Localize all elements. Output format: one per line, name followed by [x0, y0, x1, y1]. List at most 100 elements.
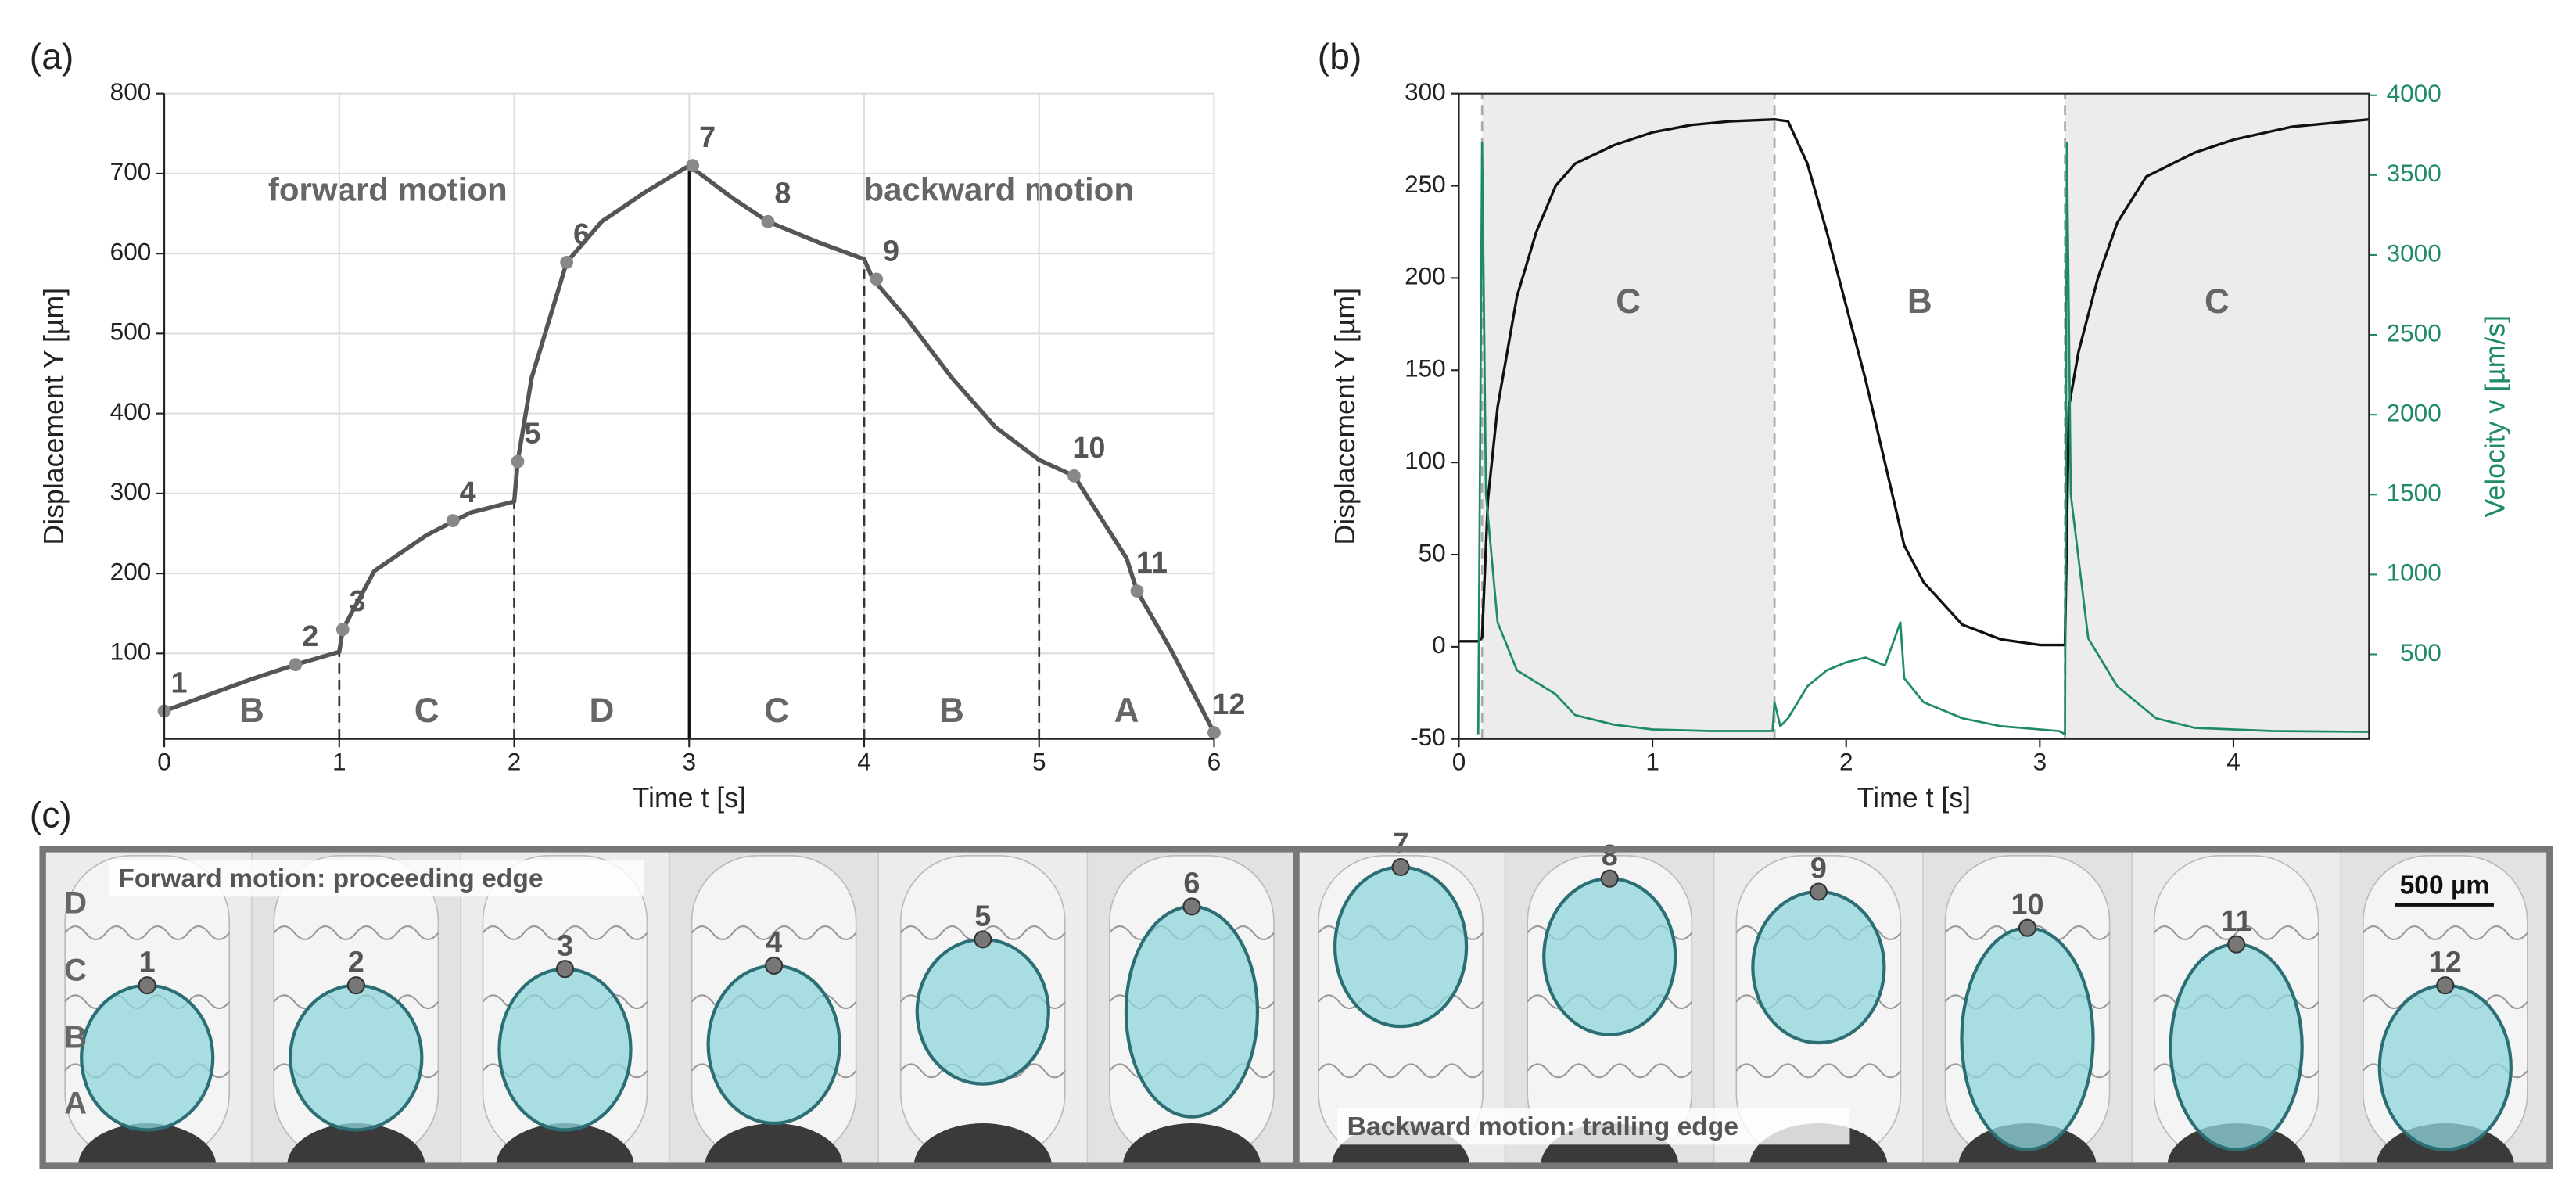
- annotation: forward motion: [268, 171, 508, 208]
- y2-tick-label: 3000: [2387, 239, 2441, 267]
- droplet: [706, 964, 841, 1126]
- annotation: backward motion: [864, 171, 1135, 208]
- frame-label: 3: [557, 929, 573, 962]
- edge-marker: [346, 976, 365, 995]
- x-tick-label: 4: [2226, 748, 2241, 776]
- point-label: 11: [1136, 547, 1168, 580]
- data-line: [1476, 142, 2370, 735]
- droplet: [1124, 904, 1260, 1119]
- wavy-wall: [1735, 1063, 1902, 1079]
- x-tick-label: 6: [1207, 748, 1222, 776]
- y-tick-label: 250: [1405, 170, 1446, 198]
- wavy-wall: [482, 925, 648, 940]
- region-label: B: [1907, 282, 1932, 321]
- scale-bar-label: 500 µm: [2400, 871, 2490, 900]
- y-tick-label: 50: [1419, 538, 1446, 566]
- y-tick-label: 300: [1405, 77, 1446, 106]
- x-tick-label: 4: [857, 748, 871, 776]
- frame-label: 5: [974, 900, 991, 933]
- droplet: [80, 983, 215, 1132]
- data-point: [1207, 726, 1221, 739]
- y-tick-label: 700: [110, 157, 152, 185]
- y-tick-label: 200: [110, 557, 152, 585]
- frame-label: 4: [766, 926, 782, 959]
- row-label: A: [64, 1086, 87, 1120]
- data-point: [1067, 469, 1081, 483]
- y-axis-label: Displacement Y [µm]: [38, 288, 70, 545]
- frame-label: 7: [1393, 828, 1409, 860]
- x-tick-label: 0: [1452, 748, 1466, 776]
- frame-label: 2: [348, 946, 364, 979]
- row-label: D: [64, 885, 87, 920]
- data-point: [560, 255, 574, 269]
- y2-tick-label: 1500: [2387, 479, 2441, 507]
- data-point: [870, 272, 884, 286]
- point-label: 8: [774, 178, 791, 210]
- y2-tick-label: 500: [2400, 638, 2441, 666]
- wavy-wall: [2362, 925, 2528, 940]
- data-point: [511, 454, 525, 469]
- caption: Forward motion: proceeding edge: [118, 864, 543, 893]
- frame-label: 8: [1602, 839, 1618, 872]
- wavy-wall: [273, 925, 439, 940]
- y-tick-label: 0: [1432, 630, 1446, 659]
- caption-bg: [1337, 1108, 1850, 1145]
- row-label: B: [64, 1021, 87, 1055]
- x-tick-label: 2: [1839, 748, 1853, 776]
- point-label: 6: [573, 218, 590, 251]
- y-tick-label: 200: [1405, 262, 1446, 290]
- caption: Backward motion: trailing edge: [1347, 1112, 1738, 1141]
- wavy-wall: [64, 925, 231, 940]
- droplet: [1751, 889, 1886, 1045]
- electrode: [496, 1123, 634, 1166]
- electrode: [913, 1123, 1053, 1166]
- edge-marker: [1600, 869, 1619, 888]
- edge-marker: [1809, 882, 1828, 901]
- x-tick-label: 5: [1032, 748, 1046, 776]
- point-label: 7: [699, 121, 716, 154]
- point-label: 2: [302, 620, 318, 653]
- wavy-wall: [1318, 1063, 1484, 1079]
- region-label: B: [239, 691, 264, 730]
- droplet: [497, 967, 633, 1132]
- droplet: [2169, 943, 2304, 1151]
- data-point: [446, 514, 460, 528]
- point-label: 9: [883, 235, 899, 268]
- y-tick-label: 800: [110, 77, 152, 106]
- edge-marker: [138, 976, 156, 995]
- wavy-wall: [1527, 1063, 1693, 1079]
- y2-tick-label: 1000: [2387, 559, 2441, 587]
- x-tick-label: 1: [1645, 748, 1659, 776]
- region-label: C: [2205, 282, 2230, 321]
- x-tick-label: 0: [157, 748, 171, 776]
- point-label: 5: [524, 417, 540, 450]
- electrode: [77, 1123, 217, 1166]
- data-point: [761, 214, 775, 228]
- y-tick-label: 600: [110, 237, 152, 265]
- point-label: 10: [1072, 432, 1105, 465]
- wavy-wall: [2153, 925, 2319, 940]
- y2-axis-label: Velocity v [µm/s]: [2480, 315, 2511, 517]
- x-axis-label: Time t [s]: [1857, 782, 1971, 814]
- region-label: B: [939, 691, 964, 730]
- y-tick-label: 400: [110, 397, 152, 426]
- y-tick-label: 150: [1405, 354, 1446, 383]
- shaded-region: [1482, 93, 1775, 739]
- edge-marker: [1391, 857, 1410, 877]
- region-label: D: [589, 691, 614, 730]
- frame-label: 1: [139, 946, 156, 979]
- droplet: [2377, 983, 2513, 1151]
- droplet: [1542, 877, 1677, 1036]
- droplet: [1960, 926, 2095, 1151]
- droplet: [1333, 865, 1469, 1029]
- point-label: 3: [350, 585, 366, 618]
- x-tick-label: 1: [332, 748, 346, 776]
- shaded-region: [2065, 93, 2370, 739]
- region-label: C: [414, 691, 439, 730]
- y2-tick-label: 4000: [2387, 79, 2441, 107]
- x-tick-label: 2: [508, 748, 522, 776]
